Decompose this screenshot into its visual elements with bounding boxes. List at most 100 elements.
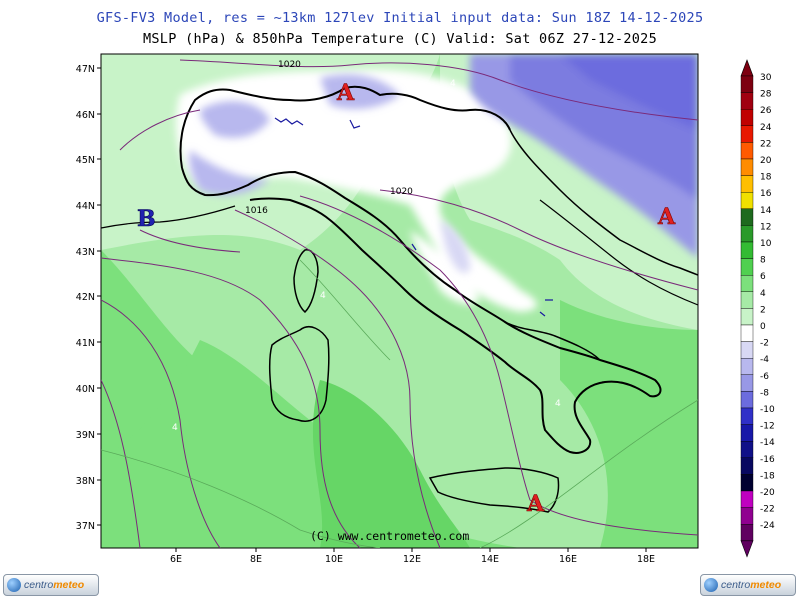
legend-swatch xyxy=(740,158,754,176)
lat-label: 37N xyxy=(76,521,95,532)
centrometeo-logo-right[interactable]: centro meteo xyxy=(700,574,796,596)
isobar-label: 1020 xyxy=(278,60,301,70)
lat-label: 41N xyxy=(76,338,95,349)
legend-swatch xyxy=(740,75,754,93)
high-pressure-center: A xyxy=(526,491,545,517)
legend-tick-label: -22 xyxy=(760,505,775,515)
legend-swatch xyxy=(740,507,754,525)
lon-label: 8E xyxy=(250,554,262,565)
high-pressure-center: A xyxy=(336,80,355,106)
legend-tick-label: 2 xyxy=(760,305,766,315)
legend-tick-label: 16 xyxy=(760,189,772,199)
legend-swatch xyxy=(740,108,754,126)
legend-swatch xyxy=(740,424,754,442)
legend-tick-label: -12 xyxy=(760,422,775,432)
legend-swatch xyxy=(740,125,754,143)
legend-tick-label: -6 xyxy=(760,372,769,382)
low-pressure-center: B xyxy=(137,206,156,232)
logo-brand-part2: meteo xyxy=(53,579,85,591)
legend-swatch xyxy=(740,241,754,259)
isobar-label: 1016 xyxy=(245,206,268,216)
lat-label: 39N xyxy=(76,430,95,441)
model-title: GFS-FV3 Model, res = ~13km 127lev Initia… xyxy=(96,10,704,26)
legend-swatch xyxy=(740,225,754,243)
legend-swatch xyxy=(740,391,754,409)
legend-arrow-bottom xyxy=(740,540,754,558)
legend-swatch xyxy=(740,142,754,160)
centrometeo-logo-left[interactable]: centro meteo xyxy=(3,574,99,596)
legend-tick-label: 22 xyxy=(760,139,771,149)
legend-swatch xyxy=(740,374,754,392)
lat-label: 44N xyxy=(76,201,95,212)
temperature-contours xyxy=(101,259,698,548)
legend-swatch xyxy=(740,92,754,110)
temp-contour-label: 4 xyxy=(172,423,178,433)
globe-icon xyxy=(7,578,21,592)
temp-contour-label: 4 xyxy=(555,399,561,409)
legend-tick-label: 24 xyxy=(760,123,772,133)
legend-tick-label: 14 xyxy=(760,206,772,216)
legend-swatch xyxy=(740,175,754,193)
legend-tick-label: -2 xyxy=(760,339,769,349)
legend-tick-label: -8 xyxy=(760,388,769,398)
lat-label: 45N xyxy=(76,155,95,166)
lat-label: 40N xyxy=(76,384,95,395)
legend-swatch xyxy=(740,457,754,475)
legend-tick-label: 26 xyxy=(760,106,772,116)
legend-tick-label: 10 xyxy=(760,239,772,249)
legend-swatch xyxy=(740,341,754,359)
legend-tick-label: -14 xyxy=(760,438,775,448)
legend-tick-label: 28 xyxy=(760,90,772,100)
temp-contour-label: 4 xyxy=(450,79,456,89)
lon-label: 6E xyxy=(170,554,182,565)
legend-tick-label: 4 xyxy=(760,289,766,299)
watermark: (C) www.centrometeo.com xyxy=(310,529,469,543)
legend-arrow-top xyxy=(740,59,754,77)
lon-label: 12E xyxy=(403,554,421,565)
legend-swatch xyxy=(740,474,754,492)
legend-swatch xyxy=(740,308,754,326)
globe-icon xyxy=(704,578,718,592)
coastlines xyxy=(101,85,698,513)
legend-swatch xyxy=(740,191,754,209)
legend-tick-label: -4 xyxy=(760,355,769,365)
legend-swatch xyxy=(740,291,754,309)
lat-label: 38N xyxy=(76,476,95,487)
legend-tick-label: -16 xyxy=(760,455,775,465)
logo-brand-part1: centro xyxy=(721,579,751,591)
temperature-field xyxy=(101,54,698,548)
legend-tick-label: -10 xyxy=(760,405,775,415)
lon-label: 10E xyxy=(325,554,343,565)
legend-tick-label: 18 xyxy=(760,173,772,183)
legend-tick-label: -18 xyxy=(760,471,775,481)
lat-label: 43N xyxy=(76,247,95,258)
legend-tick-label: -24 xyxy=(760,521,775,531)
lat-label: 42N xyxy=(76,292,95,303)
legend-tick-label: 8 xyxy=(760,256,766,266)
legend-tick-label: 0 xyxy=(760,322,766,332)
lon-label: 18E xyxy=(637,554,655,565)
legend-swatch xyxy=(740,407,754,425)
map-frame xyxy=(100,53,699,549)
temp-contour-label: 4 xyxy=(320,291,326,301)
temperature-legend: 302826242220181614121086420-2-4-6-8-10-1… xyxy=(740,59,775,558)
legend-tick-label: 12 xyxy=(760,222,771,232)
lat-label: 46N xyxy=(76,110,95,121)
legend-tick-label: -20 xyxy=(760,488,775,498)
legend-swatch xyxy=(740,441,754,459)
legend-swatch xyxy=(740,258,754,276)
high-pressure-center: A xyxy=(657,204,676,230)
legend-swatch xyxy=(740,208,754,226)
legend-tick-label: 6 xyxy=(760,272,766,282)
legend-tick-label: 20 xyxy=(760,156,772,166)
lon-label: 14E xyxy=(481,554,499,565)
legend-swatch xyxy=(740,358,754,376)
legend-swatch xyxy=(740,524,754,542)
logo-brand-part1: centro xyxy=(24,579,54,591)
field-title: MSLP (hPa) & 850hPa Temperature (C) Vali… xyxy=(142,31,658,47)
legend-swatch xyxy=(740,275,754,293)
lon-label: 16E xyxy=(559,554,577,565)
lat-label: 47N xyxy=(76,64,95,75)
logo-brand-part2: meteo xyxy=(750,579,782,591)
